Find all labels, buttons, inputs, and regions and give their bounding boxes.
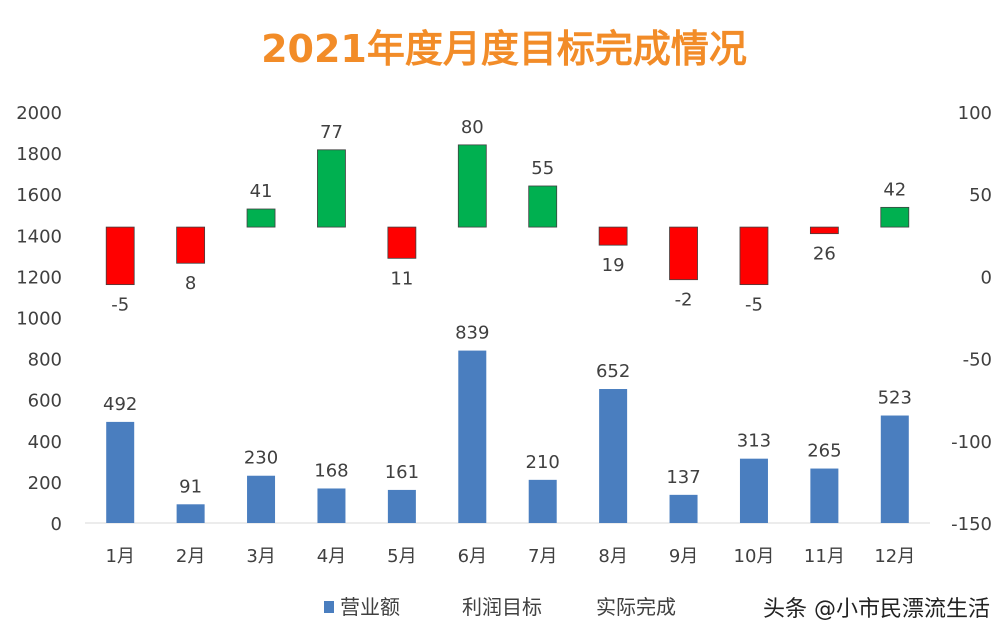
profit-below-target-bar [105, 226, 135, 286]
watermark: 头条 @小市民漂流生活 [763, 597, 990, 622]
x-axis-tick-label: 8月 [598, 546, 627, 567]
revenue-bar [810, 468, 839, 523]
right-axis-tick-label: -100 [951, 432, 992, 453]
profit-data-label: 26 [813, 244, 836, 265]
left-axis-tick-label: 400 [28, 432, 62, 453]
legend-label-revenue: 营业额 [340, 595, 400, 619]
profit-data-label: 19 [602, 255, 625, 276]
x-axis-tick-label: 10月 [734, 546, 775, 567]
profit-data-label: -5 [111, 295, 129, 316]
revenue-data-label: 91 [179, 476, 202, 497]
profit-data-label: 77 [320, 122, 343, 143]
left-axis-tick-label: 1800 [16, 144, 62, 165]
revenue-data-label: 523 [878, 388, 912, 409]
revenue-bar [387, 489, 416, 523]
right-axis: -150 -100 -50 0 50 100 [951, 103, 992, 535]
left-axis-tick-label: 1400 [16, 226, 62, 247]
revenue-data-label: 265 [807, 441, 841, 462]
profit-below-target-bar [809, 226, 839, 235]
profit-below-target-bar [669, 226, 698, 281]
left-axis: 0 200 400 600 800 1000 1200 1400 1600 1800 2000 [16, 103, 62, 535]
x-axis-tick-label: 6月 [458, 546, 487, 567]
legend-swatch-revenue [324, 601, 334, 613]
revenue-data-label: 168 [314, 460, 348, 481]
left-axis-tick-label: 600 [28, 391, 62, 412]
left-axis-tick-label: 1000 [16, 309, 62, 330]
profit-data-label: 41 [250, 181, 273, 202]
left-axis-tick-label: 1600 [16, 185, 62, 206]
revenue-bar [106, 421, 135, 523]
left-axis-tick-label: 2000 [16, 103, 62, 124]
revenue-data-label: 839 [455, 323, 489, 344]
profit-above-target-bar [246, 208, 276, 228]
revenue-data-label: 210 [526, 452, 560, 473]
revenue-data-label: 161 [385, 462, 419, 483]
profit-data-label: 8 [185, 273, 196, 294]
profit-data-label: 80 [461, 117, 484, 138]
x-axis-tick-label: 12月 [874, 546, 915, 567]
left-axis-tick-label: 200 [28, 473, 62, 494]
revenue-bar [528, 479, 557, 523]
x-axis-tick-label: 1月 [105, 546, 134, 567]
x-axis-tick-label: 5月 [387, 546, 416, 567]
profit-below-target-bar [739, 226, 769, 286]
x-axis-tick-label: 11月 [804, 546, 845, 567]
revenue-data-label: 313 [737, 431, 771, 452]
revenue-bars: 492 91 230 168 161 839 210 652 137 313 265 523 [103, 323, 912, 523]
revenue-bar [599, 389, 628, 523]
profit-bars: -5 8 41 77 11 80 55 19 -2 -5 26 42 [105, 117, 910, 316]
profit-above-target-bar [880, 206, 910, 228]
profit-above-target-bar [457, 144, 487, 228]
x-axis-tick-label: 4月 [317, 546, 346, 567]
profit-data-label: 42 [883, 179, 906, 200]
x-axis-tick-label: 3月 [246, 546, 275, 567]
right-axis-tick-label: 100 [958, 103, 992, 124]
right-axis-tick-label: 0 [981, 267, 992, 288]
right-axis-tick-label: -150 [951, 514, 992, 535]
left-axis-tick-label: 0 [51, 514, 62, 535]
revenue-bar [669, 494, 698, 523]
revenue-bar [880, 415, 909, 523]
revenue-data-label: 230 [244, 448, 278, 469]
profit-below-target-bar [387, 226, 417, 259]
legend: 营业额 利润目标 实际完成 [324, 595, 676, 619]
revenue-data-label: 492 [103, 394, 137, 415]
legend-label-target: 利润目标 [462, 595, 542, 619]
revenue-bar [247, 475, 276, 523]
revenue-bar [176, 504, 205, 523]
right-axis-tick-label: -50 [963, 350, 992, 371]
x-axis-tick-label: 7月 [528, 546, 557, 567]
profit-data-label: 55 [531, 158, 554, 179]
revenue-data-label: 652 [596, 361, 630, 382]
x-axis-tick-label: 9月 [669, 546, 698, 567]
profit-data-label: -5 [745, 295, 763, 316]
x-axis-tick-label: 2月 [176, 546, 205, 567]
profit-data-label: -2 [675, 290, 693, 311]
revenue-data-label: 137 [666, 467, 700, 488]
profit-data-label: 11 [390, 268, 413, 289]
revenue-bar [739, 458, 768, 523]
left-axis-tick-label: 800 [28, 350, 62, 371]
x-axis: 1月 2月 3月 4月 5月 6月 7月 8月 9月 10月 11月 12月 [85, 522, 930, 567]
profit-above-target-bar [317, 149, 346, 228]
revenue-bar [458, 350, 487, 523]
legend-label-actual: 实际完成 [596, 595, 676, 619]
revenue-bar [317, 488, 346, 523]
right-axis-tick-label: 50 [969, 185, 992, 206]
profit-below-target-bar [598, 226, 628, 246]
left-axis-tick-label: 1200 [16, 267, 62, 288]
profit-below-target-bar [176, 226, 206, 264]
profit-above-target-bar [528, 185, 558, 228]
chart-title: 2021年度月度目标完成情况 [261, 27, 747, 71]
